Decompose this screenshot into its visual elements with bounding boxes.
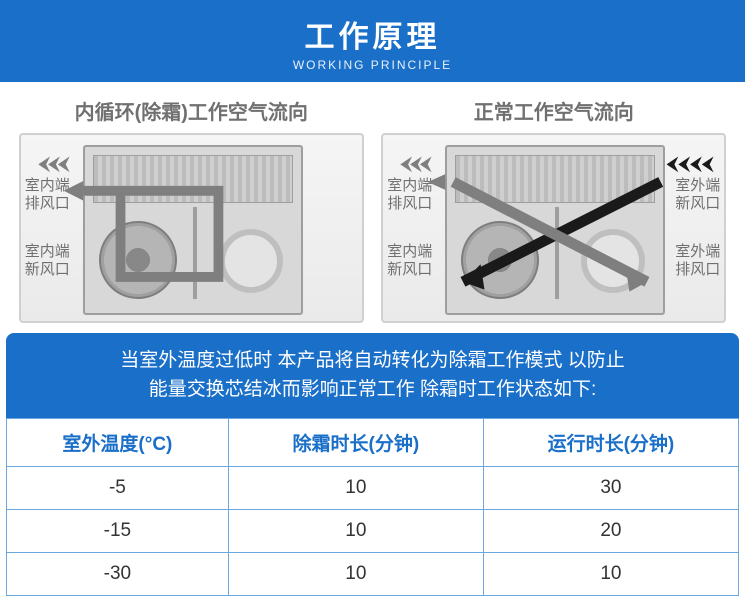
info-description: 当室外温度过低时 本产品将自动转化为除霜工作模式 以防止 能量交换芯结冰而影响正…: [6, 333, 739, 418]
table-header-row: 室外温度(°C) 除霜时长(分钟) 运行时长(分钟): [7, 419, 739, 467]
header-banner: 工作原理 WORKING PRINCIPLE: [0, 0, 745, 82]
label-indoor-exhaust: 室内端排风口: [25, 177, 83, 213]
diagram-defrost-title: 内循环(除霜)工作空气流向: [19, 96, 364, 125]
coil-icon: [219, 229, 283, 293]
label-indoor-fresh: 室内端新风口: [387, 243, 445, 279]
coil-icon: [581, 229, 645, 293]
label-indoor-fresh: 室内端新风口: [25, 243, 83, 279]
label-outdoor-exhaust: 室外端排风口: [662, 243, 720, 279]
fan-icon: [99, 221, 177, 299]
info-line2: 能量交换芯结冰而影响正常工作 除霜时工作状态如下:: [149, 379, 597, 400]
defrost-schedule-table: 室外温度(°C) 除霜时长(分钟) 运行时长(分钟) -5 10 30 -15 …: [6, 418, 739, 596]
header-title: 工作原理: [0, 12, 745, 56]
table-row: -15 10 20: [7, 510, 739, 553]
diagram-normal-title: 正常工作空气流向: [381, 96, 726, 125]
header-subtitle: WORKING PRINCIPLE: [0, 58, 745, 72]
diagram-defrost: 内循环(除霜)工作空气流向 室内端排风口 室内端新风口: [19, 96, 364, 323]
fan-icon: [461, 221, 539, 299]
info-line1: 当室外温度过低时 本产品将自动转化为除霜工作模式 以防止: [120, 350, 625, 371]
label-outdoor-fresh: 室外端新风口: [662, 177, 720, 213]
device-defrost: 室内端排风口 室内端新风口: [19, 133, 364, 323]
label-indoor-exhaust: 室内端排风口: [387, 177, 445, 213]
col-run-duration: 运行时长(分钟): [483, 419, 738, 467]
table-row: -5 10 30: [7, 467, 739, 510]
device-normal: 室内端排风口 室内端新风口 室外端新风口 室外端排风口: [381, 133, 726, 323]
col-outdoor-temp: 室外温度(°C): [7, 419, 229, 467]
hvac-unit-icon: [83, 145, 303, 315]
hvac-unit-icon: [445, 145, 665, 315]
diagrams-row: 内循环(除霜)工作空气流向 室内端排风口 室内端新风口: [0, 82, 745, 333]
table-row: -30 10 10: [7, 553, 739, 596]
col-defrost-duration: 除霜时长(分钟): [228, 419, 483, 467]
diagram-normal: 正常工作空气流向 室内端排风口 室内端新风口 室外端新风口 室外端排风口: [381, 96, 726, 323]
